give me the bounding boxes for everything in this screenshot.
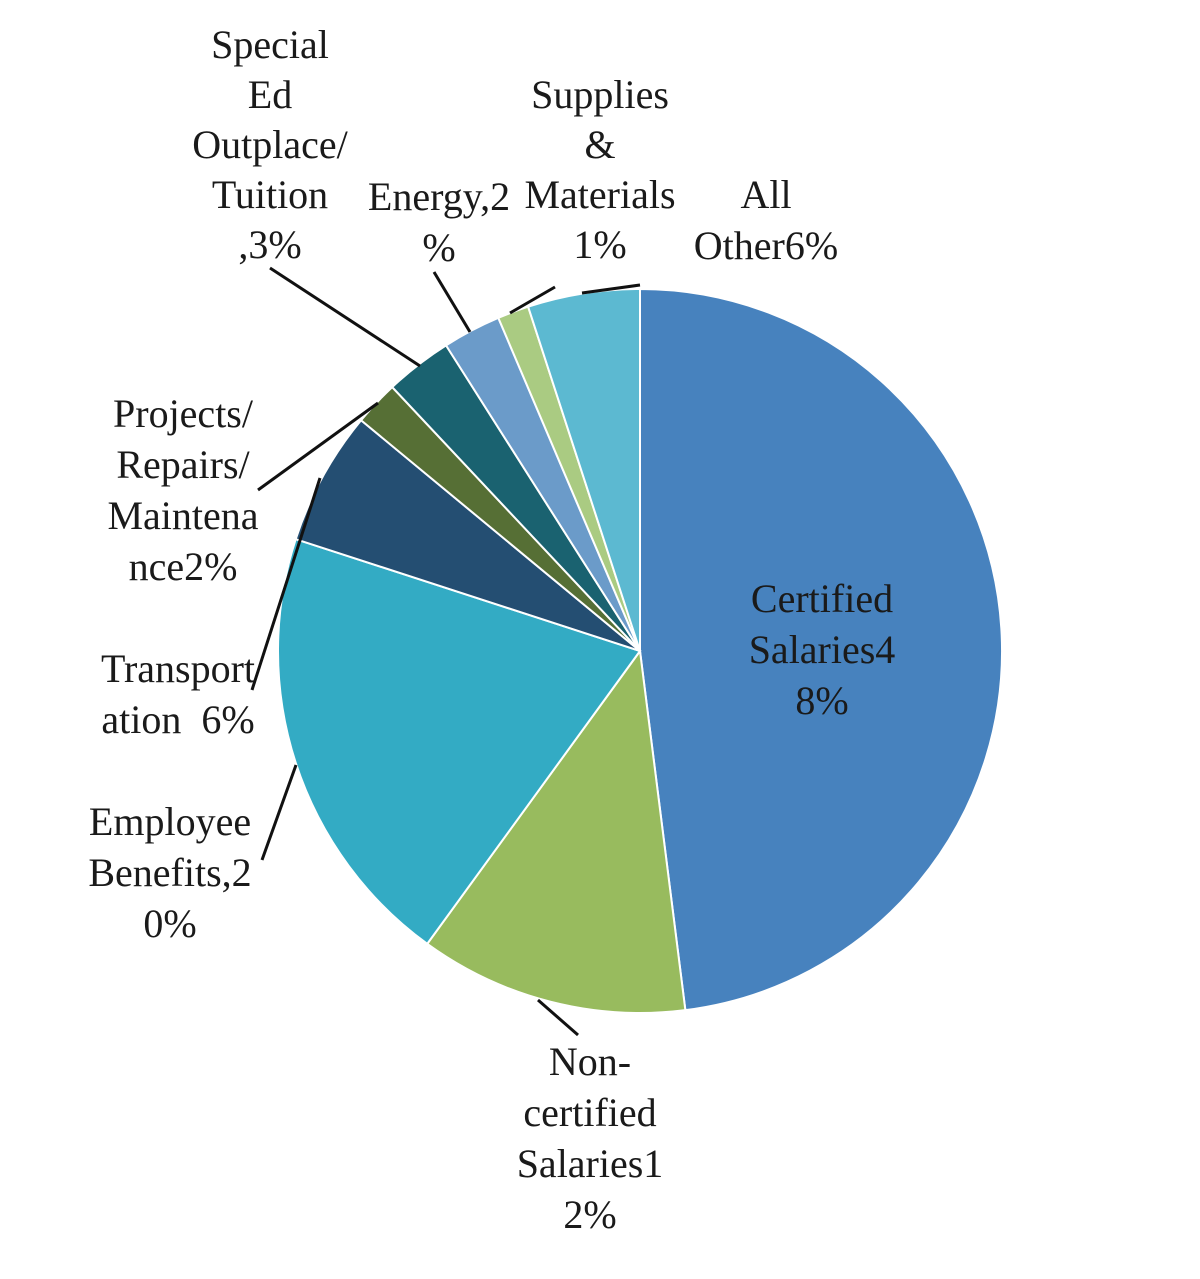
slice-label-line: 8% bbox=[795, 678, 848, 723]
slice-label-line: 0% bbox=[143, 901, 196, 946]
slice-label-line: Tuition bbox=[212, 172, 328, 217]
leader-line-projects bbox=[257, 401, 379, 492]
leader-line-benefits bbox=[260, 764, 298, 861]
slice-label-line: 2% bbox=[563, 1192, 616, 1237]
slice-label-line: Salaries1 bbox=[517, 1141, 664, 1186]
pie-slice-transportation bbox=[294, 418, 641, 652]
slice-label-line: 1% bbox=[573, 222, 626, 267]
slice-label-line: Salaries4 bbox=[749, 627, 896, 672]
slice-label-projects: Projects/Repairs/Maintena nce2% bbox=[107, 391, 258, 589]
slice-label-line: ation 6% bbox=[101, 697, 254, 742]
slice-label-line: Special bbox=[211, 22, 329, 67]
slice-label-line: Employee bbox=[89, 799, 251, 844]
slice-label-line: Maintena bbox=[107, 493, 258, 538]
slice-label-noncertified: Non-certified Salaries1 2% bbox=[517, 1039, 664, 1237]
slice-label-line: Repairs/ bbox=[116, 442, 250, 487]
slice-label-line: % bbox=[422, 225, 455, 270]
leader-line-supplies bbox=[509, 285, 556, 315]
slice-label-line: Projects/ bbox=[113, 391, 254, 436]
slice-label-line: & bbox=[584, 122, 615, 167]
leader-line-energy bbox=[432, 271, 472, 333]
slice-label-line: Outplace/ bbox=[192, 122, 348, 167]
slice-label-line: Transport bbox=[101, 646, 255, 691]
slice-label-line: Materials bbox=[524, 172, 675, 217]
slice-label-line: Non- bbox=[549, 1039, 631, 1084]
pie-slice-certified bbox=[639, 287, 1004, 1012]
leader-line-noncertified bbox=[537, 998, 579, 1037]
slice-label-supplies: Supplies & Materials 1% bbox=[524, 72, 675, 267]
slice-label-allother: All Other6% bbox=[694, 172, 838, 268]
slice-label-certified: Certified Salaries4 8% bbox=[749, 576, 896, 723]
slice-label-line: Supplies bbox=[531, 72, 669, 117]
slice-label-benefits: Employee Benefits,2 0% bbox=[88, 799, 251, 946]
slice-label-line: ,3% bbox=[238, 222, 301, 267]
slice-label-line: nce2% bbox=[129, 544, 238, 589]
slice-label-line: Ed bbox=[248, 72, 292, 117]
slice-label-energy: Energy,2% bbox=[368, 174, 510, 270]
leader-line-specialed bbox=[269, 266, 421, 368]
slice-label-line: certified bbox=[523, 1090, 656, 1135]
slice-label-line: Energy,2 bbox=[368, 174, 510, 219]
slice-label-line: Certified bbox=[751, 576, 893, 621]
slice-label-transportation: Transport ation 6% bbox=[101, 646, 255, 742]
leader-line-transportation bbox=[250, 477, 322, 691]
pie-slice-noncertified bbox=[425, 648, 687, 1015]
slice-label-specialed: Special Ed Outplace/Tuition ,3% bbox=[192, 22, 348, 267]
leader-line-allother bbox=[581, 283, 641, 295]
slice-label-line: Other6% bbox=[694, 223, 838, 268]
slice-label-line: All bbox=[740, 172, 791, 217]
slice-label-line: Benefits,2 bbox=[88, 850, 251, 895]
